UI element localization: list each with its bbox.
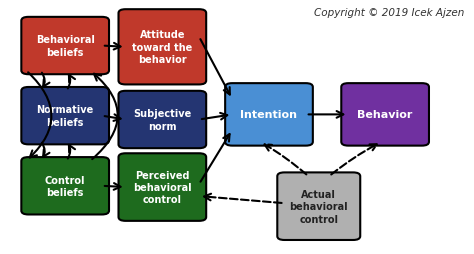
FancyBboxPatch shape: [118, 154, 206, 221]
Text: Control
beliefs: Control beliefs: [45, 175, 85, 197]
Text: Perceived
behavioral
control: Perceived behavioral control: [133, 170, 191, 205]
Text: Attitude
toward the
behavior: Attitude toward the behavior: [132, 30, 192, 65]
Text: Subjective
norm: Subjective norm: [133, 109, 191, 131]
FancyBboxPatch shape: [21, 88, 109, 145]
Text: Intention: Intention: [240, 110, 298, 120]
Text: Behavioral
beliefs: Behavioral beliefs: [36, 35, 95, 57]
FancyBboxPatch shape: [21, 18, 109, 75]
FancyBboxPatch shape: [21, 157, 109, 215]
FancyBboxPatch shape: [118, 91, 206, 149]
FancyBboxPatch shape: [118, 10, 206, 85]
Text: Normative
beliefs: Normative beliefs: [36, 105, 94, 127]
FancyBboxPatch shape: [225, 84, 313, 146]
Text: Behavior: Behavior: [357, 110, 413, 120]
FancyBboxPatch shape: [341, 84, 429, 146]
Text: Actual
behavioral
control: Actual behavioral control: [290, 189, 348, 224]
Text: Copyright © 2019 Icek Ajzen: Copyright © 2019 Icek Ajzen: [314, 8, 465, 18]
FancyBboxPatch shape: [277, 173, 360, 240]
